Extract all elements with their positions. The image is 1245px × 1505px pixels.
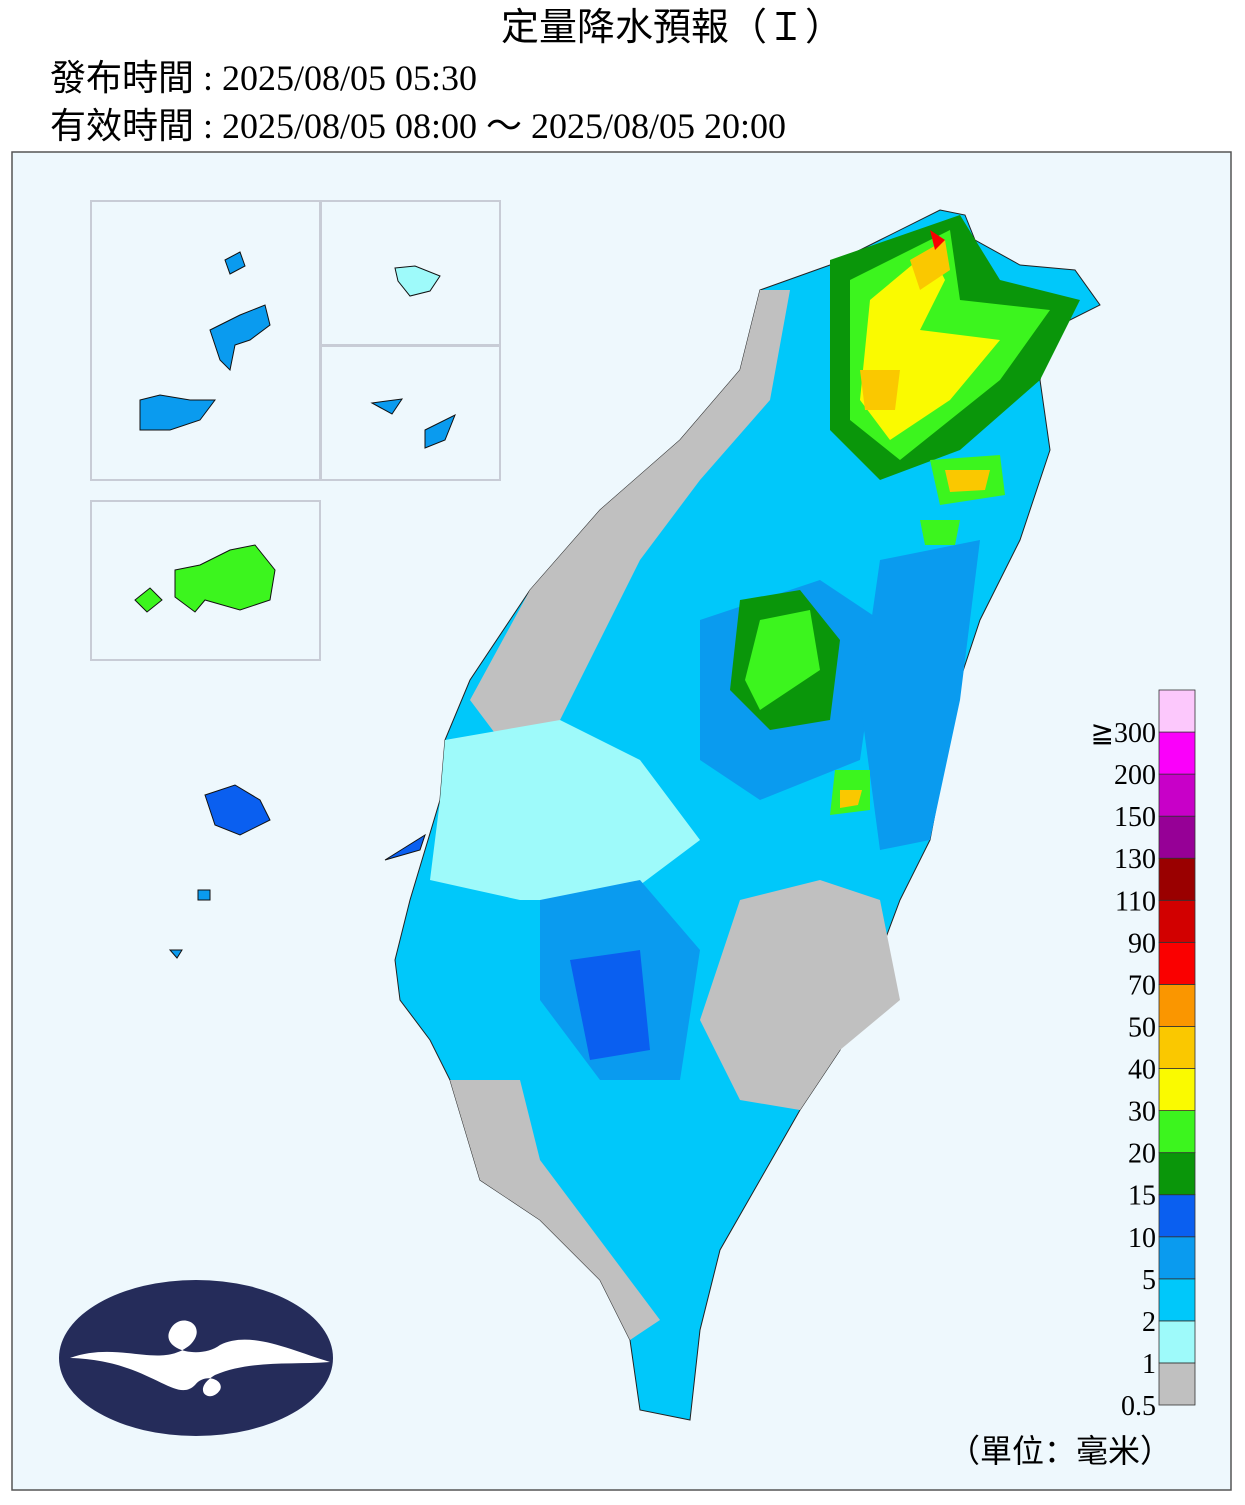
legend-label: 110 [1115, 886, 1156, 917]
legend-swatch [1158, 689, 1196, 733]
legend-label: 1 [1142, 1349, 1156, 1380]
legend-swatch [1158, 857, 1196, 901]
legend-label: 90 [1128, 928, 1156, 959]
title: 定量降水預報（Ｉ） [501, 7, 843, 49]
legend-label: 2 [1142, 1307, 1156, 1338]
valid-time: 有效時間 : 2025/08/05 08:00 ～ 2025/08/05 20:… [50, 106, 786, 146]
legend-swatch [1158, 773, 1196, 817]
legend-label: ≧300 [1091, 718, 1156, 749]
taiwan [394, 209, 1101, 1421]
legend-swatch [1158, 815, 1196, 859]
inset-frames [90, 200, 501, 661]
legend-swatch [1158, 941, 1196, 985]
legend-label: 20 [1128, 1139, 1156, 1170]
legend-swatch [1158, 1110, 1196, 1154]
legend-swatch [1158, 984, 1196, 1027]
legend-label: 200 [1114, 760, 1156, 791]
legend-swatch [1158, 1320, 1196, 1364]
legend-label: 50 [1128, 1012, 1156, 1043]
legend-swatch [1158, 1362, 1196, 1406]
legend-label: 130 [1114, 844, 1156, 875]
legend-label: 0.5 [1121, 1391, 1156, 1422]
legend-label: 10 [1128, 1223, 1156, 1254]
legend-swatch [1158, 731, 1196, 775]
legend-swatch [1158, 1194, 1196, 1238]
legend-swatch [1158, 1152, 1196, 1196]
legend-swatch [1158, 1236, 1196, 1280]
legend-label: 70 [1128, 970, 1156, 1001]
legend: 0.5 1 2 5 10 15 20 30 40 50 70 90 110 130 150 200 ≧300 [1091, 689, 1196, 1422]
legend-label: 30 [1128, 1097, 1156, 1128]
logo [59, 1280, 333, 1436]
legend-swatch [1158, 1068, 1196, 1111]
legend-swatch [1158, 1278, 1196, 1322]
legend-swatch [1158, 899, 1196, 943]
issued-time: 發布時間 : 2025/08/05 05:30 [50, 58, 477, 98]
legend-label: 15 [1128, 1181, 1156, 1212]
unit: （單位：毫米） [948, 1433, 1172, 1469]
legend-swatch [1158, 1026, 1196, 1069]
legend-label: 150 [1114, 802, 1156, 833]
legend-label: 40 [1128, 1055, 1156, 1086]
legend-label: 5 [1142, 1265, 1156, 1296]
islands [134, 251, 456, 959]
